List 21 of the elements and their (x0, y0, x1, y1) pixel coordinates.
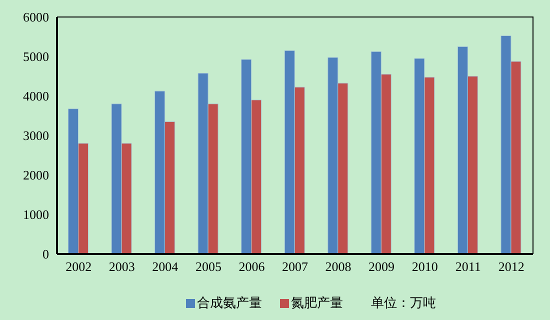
legend-label: 合成氨产量 (196, 295, 262, 312)
x-tick-label: 2005 (195, 259, 222, 274)
y-tick-label: 6000 (23, 10, 49, 25)
x-tick-label: 2006 (238, 259, 266, 274)
x-tick-label: 2002 (66, 259, 92, 274)
legend-label: 氮肥产量 (290, 295, 343, 312)
x-tick-label: 2010 (412, 259, 438, 274)
y-tick-label: 0 (42, 246, 49, 262)
x-tick-label: 2011 (455, 259, 481, 274)
x-tick-label: 2003 (108, 259, 135, 274)
y-tick-label: 3000 (23, 128, 49, 144)
x-tick-label: 2004 (152, 259, 179, 274)
x-tick-label: 2007 (282, 259, 308, 274)
y-tick-label: 5000 (23, 49, 49, 64)
y-tick-label: 2000 (23, 168, 49, 183)
y-tick-label: 4000 (23, 88, 49, 104)
x-tick-label: 2008 (325, 259, 352, 274)
y-tick-label: 1000 (23, 207, 49, 222)
text: 单位：万吨 (371, 295, 436, 312)
x-tick-label: 2009 (368, 259, 395, 274)
x-tick-label: 2012 (498, 259, 524, 274)
